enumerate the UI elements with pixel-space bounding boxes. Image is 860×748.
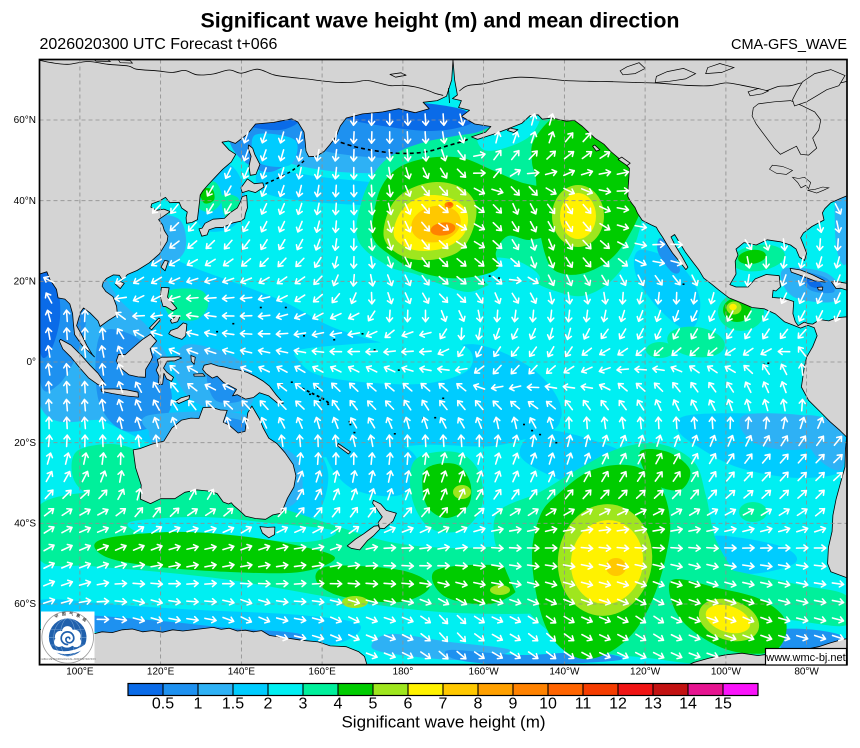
svg-text:象: 象 <box>76 612 81 619</box>
svg-text:9: 9 <box>509 696 518 713</box>
svg-text:100°W: 100°W <box>711 667 742 678</box>
svg-text:60°S: 60°S <box>14 599 36 610</box>
svg-text:120°E: 120°E <box>147 667 175 678</box>
svg-text:40°S: 40°S <box>14 519 36 530</box>
svg-text:20°N: 20°N <box>14 277 36 288</box>
svg-text:Significant wave height (m) an: Significant wave height (m) and mean dir… <box>201 9 680 33</box>
svg-text:国: 国 <box>61 610 66 616</box>
svg-text:2026020300 UTC Forecast t+066: 2026020300 UTC Forecast t+066 <box>40 36 278 53</box>
svg-text:20°S: 20°S <box>14 438 36 449</box>
svg-text:13: 13 <box>644 696 662 713</box>
svg-text:CMA-GFS_WAVE: CMA-GFS_WAVE <box>731 37 847 53</box>
svg-text:8: 8 <box>474 696 483 713</box>
svg-text:Significant wave height (m): Significant wave height (m) <box>341 713 545 732</box>
svg-text:中: 中 <box>53 612 59 619</box>
svg-text:100°E: 100°E <box>66 667 94 678</box>
svg-text:160°W: 160°W <box>469 667 500 678</box>
svg-text:CHINA METEOROLOGICAL ADMINISTR: CHINA METEOROLOGICAL ADMINISTRATION <box>40 657 96 661</box>
svg-text:6: 6 <box>404 696 413 713</box>
svg-text:40°N: 40°N <box>14 196 36 207</box>
svg-text:160°E: 160°E <box>308 667 336 678</box>
svg-text:2: 2 <box>264 696 273 713</box>
svg-text:140°W: 140°W <box>549 667 580 678</box>
svg-text:80°W: 80°W <box>794 667 819 678</box>
svg-text:1: 1 <box>194 696 203 713</box>
svg-text:5: 5 <box>369 696 378 713</box>
svg-text:180°: 180° <box>393 667 414 678</box>
svg-text:11: 11 <box>575 696 592 713</box>
svg-text:www.wmc-bj.net: www.wmc-bj.net <box>765 652 845 664</box>
svg-text:局: 局 <box>82 616 88 623</box>
svg-text:60°N: 60°N <box>14 115 36 126</box>
svg-text:15: 15 <box>714 696 732 713</box>
svg-text:0°: 0° <box>26 357 36 368</box>
svg-text:1.5: 1.5 <box>222 696 244 713</box>
svg-text:140°E: 140°E <box>228 667 256 678</box>
svg-text:7: 7 <box>439 696 448 713</box>
svg-text:气: 气 <box>68 610 74 616</box>
svg-text:10: 10 <box>539 696 557 713</box>
svg-text:120°W: 120°W <box>630 667 661 678</box>
svg-text:3: 3 <box>299 696 308 713</box>
svg-text:4: 4 <box>334 696 343 713</box>
svg-text:0.5: 0.5 <box>152 696 174 713</box>
svg-text:14: 14 <box>679 696 697 713</box>
svg-text:12: 12 <box>609 696 627 713</box>
